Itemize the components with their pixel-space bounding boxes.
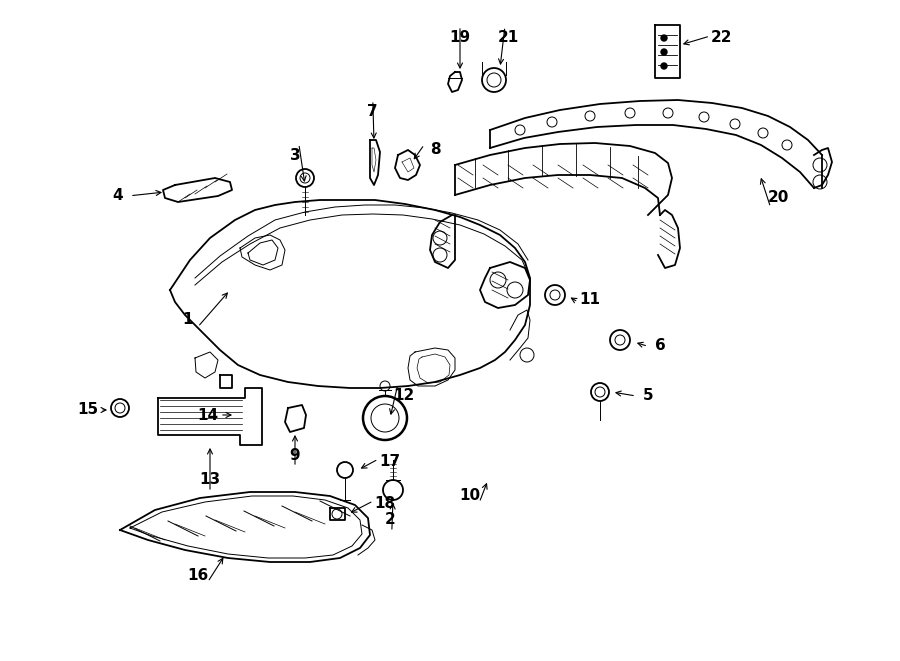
Text: 2: 2: [384, 512, 395, 527]
Circle shape: [661, 49, 667, 55]
Text: 21: 21: [498, 30, 518, 46]
Text: 1: 1: [183, 313, 194, 327]
Text: 4: 4: [112, 188, 123, 202]
Text: 19: 19: [449, 30, 471, 46]
Text: 12: 12: [393, 387, 415, 403]
Text: 16: 16: [187, 568, 209, 582]
Text: 6: 6: [654, 338, 665, 352]
Text: 14: 14: [197, 407, 219, 422]
Text: 10: 10: [459, 488, 481, 502]
Text: 13: 13: [200, 473, 220, 488]
Text: 9: 9: [290, 447, 301, 463]
Text: 8: 8: [429, 143, 440, 157]
Text: 20: 20: [768, 190, 788, 206]
Text: 17: 17: [380, 455, 400, 469]
Text: 5: 5: [643, 387, 653, 403]
Text: 3: 3: [290, 147, 301, 163]
Text: 7: 7: [366, 104, 377, 120]
Text: 22: 22: [711, 30, 733, 46]
Text: 18: 18: [374, 496, 396, 512]
Circle shape: [661, 63, 667, 69]
Text: 15: 15: [77, 403, 99, 418]
Text: 11: 11: [580, 293, 600, 307]
Circle shape: [661, 35, 667, 41]
